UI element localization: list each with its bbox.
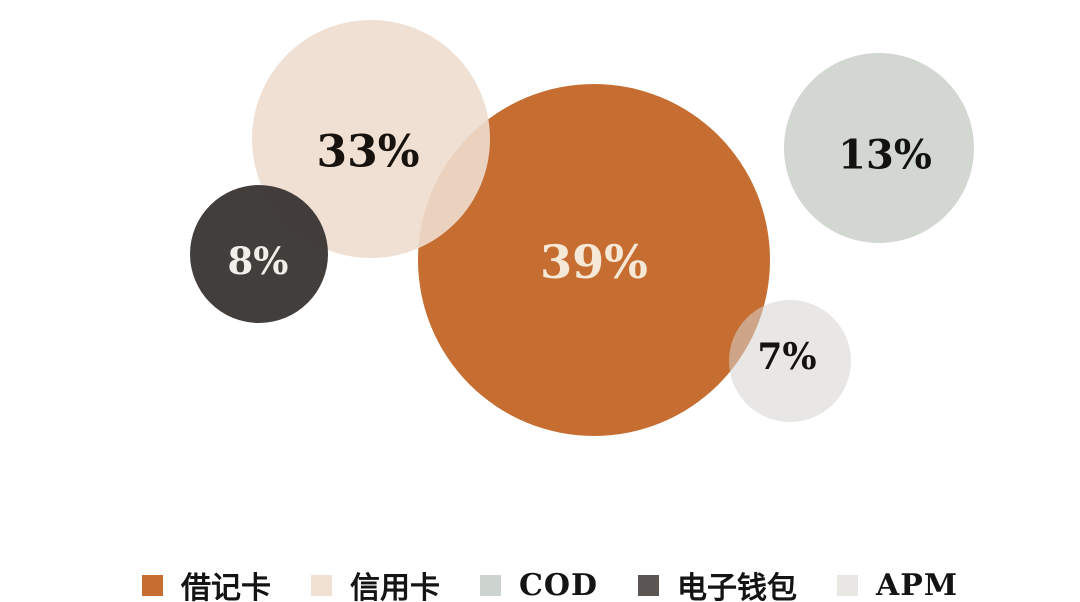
bubble-cod: 13%: [784, 53, 974, 243]
bubble-apm: 7%: [729, 300, 851, 422]
legend-item-debit-card: 借记卡: [142, 563, 271, 602]
bubble-label-debit-card: 39%: [540, 235, 648, 289]
legend-swatch-credit-card: [311, 574, 332, 596]
legend-label-credit-card: 信用卡: [350, 572, 440, 602]
legend-label-debit-card: 借记卡: [181, 572, 271, 602]
legend-label-apm: APM: [876, 567, 959, 602]
legend-item-ewallet: 电子钱包: [638, 563, 797, 602]
legend-swatch-apm: [837, 574, 859, 596]
chart-legend: 借记卡 信用卡 COD 电子钱包 APM: [142, 563, 958, 602]
legend-swatch-debit-card: [142, 574, 163, 596]
legend-item-credit-card: 信用卡: [311, 563, 440, 602]
bubble-label-apm: 7%: [757, 336, 817, 378]
bubble-label-cod: 13%: [838, 131, 932, 179]
legend-swatch-ewallet: [638, 574, 660, 596]
legend-swatch-cod: [480, 574, 501, 596]
legend-label-ewallet: 电子钱包: [677, 572, 798, 602]
legend-item-apm: APM: [837, 568, 958, 602]
legend-item-cod: COD: [480, 568, 598, 602]
bubble-ewallet: 8%: [190, 185, 328, 323]
legend-label-cod: COD: [519, 567, 599, 602]
bubble-label-credit-card: 33%: [316, 126, 420, 178]
bubble-label-ewallet: 8%: [227, 239, 289, 283]
